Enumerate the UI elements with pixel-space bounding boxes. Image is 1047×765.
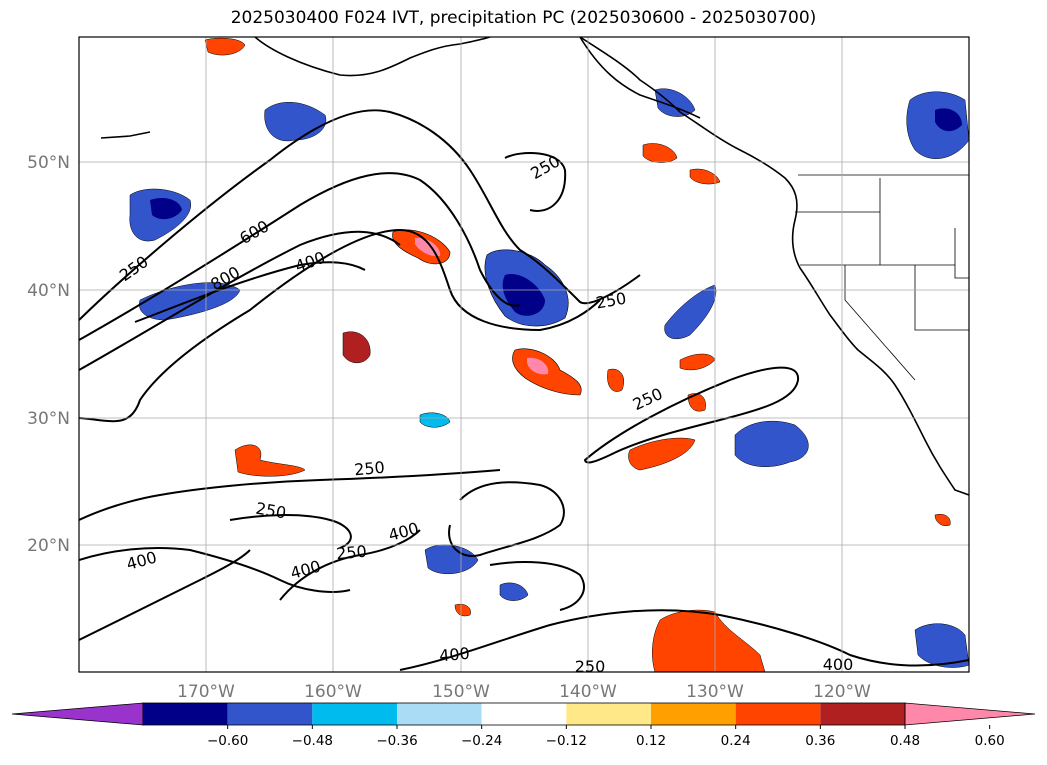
lon-tick-label: 170°W <box>177 682 235 702</box>
ivt-contour-800 <box>134 261 366 323</box>
ivt-contour-250 <box>79 109 641 321</box>
colorbar-tick-label: 0.60 <box>975 733 1005 749</box>
precip-neg-core <box>150 198 182 220</box>
lon-tick-label: 120°W <box>813 682 871 702</box>
ivt-contour-250 <box>79 469 501 521</box>
colorbar-tick-label: 0.36 <box>805 733 835 749</box>
ivt-contour-400 <box>448 481 565 557</box>
precip-neg-core <box>935 108 962 132</box>
colorbar-swatch <box>651 703 736 725</box>
ivt-contour-label: 250 <box>594 289 627 313</box>
ivt-contour-400 <box>489 561 585 611</box>
precip-neg-blob <box>734 420 809 467</box>
precip-neg-blob <box>419 412 451 428</box>
colorbar-tick-label: 0.12 <box>636 733 666 749</box>
colorbar-tick-label: −0.24 <box>461 733 502 749</box>
ivt-contour-label: 250 <box>254 499 287 523</box>
lon-tick-label: 140°W <box>559 682 617 702</box>
lat-tick-label: 20°N <box>27 536 70 556</box>
colorbar-tick-label: 0.48 <box>890 733 920 749</box>
precip-neg-blob <box>654 88 696 117</box>
graticule <box>79 37 969 672</box>
map-frame <box>78 36 970 673</box>
colorbar-tick-label: −0.36 <box>376 733 417 749</box>
lon-tick-label: 130°W <box>686 682 744 702</box>
precip-pos-blob <box>607 368 624 392</box>
ivt-contour-label: 250 <box>335 542 367 564</box>
ivt-contour-400 <box>79 549 251 641</box>
ivt-contour-label: 400 <box>823 655 854 674</box>
ivt-contour-label: 400 <box>438 644 470 666</box>
precip-pos-blob <box>934 514 951 526</box>
precip-pos-blob <box>204 37 246 56</box>
colorbar-swatch <box>312 703 397 725</box>
ivt-contour-250 <box>229 514 352 549</box>
ivt-contour-label: 250 <box>527 151 563 183</box>
precip-pos-blob <box>454 604 471 617</box>
chart-title: 2025030400 F024 IVT, precipitation PC (2… <box>230 8 817 28</box>
ivt-contour-label: 250 <box>630 384 666 414</box>
colorbar-tick-label: −0.60 <box>207 733 248 749</box>
ivt-contour-400 <box>279 529 421 601</box>
precip-pos-blob <box>679 353 716 371</box>
precip-pos-blob <box>628 437 696 471</box>
lat-tick-label: 30°N <box>27 409 70 429</box>
colorbar-tick-label: −0.12 <box>546 733 587 749</box>
precip-pos-blob <box>234 444 306 477</box>
colorbar-tick-label: 0.24 <box>721 733 751 749</box>
ivt-contour-label: 400 <box>386 519 420 545</box>
colorbar-swatch <box>227 703 313 725</box>
precip-pos-blob <box>642 143 678 163</box>
colorbar-tick-label: −0.48 <box>292 733 333 749</box>
ivt-contour-label: 400 <box>293 248 328 276</box>
lat-tick-label: 40°N <box>27 281 70 301</box>
colorbar-extend-high <box>904 702 1036 726</box>
ivt-contour-label: 250 <box>575 657 606 676</box>
precip-neg-blob <box>664 284 717 340</box>
colorbar-swatch <box>143 703 228 725</box>
lat-tick-label: 50°N <box>27 153 70 173</box>
precip-pos-blob <box>652 609 766 672</box>
precip-neg-blob <box>424 544 479 575</box>
colorbar-swatch <box>566 703 651 725</box>
ivt-contour-label: 400 <box>288 557 322 583</box>
precip-neg-blob <box>264 101 327 142</box>
ivt-contour-label: 600 <box>236 216 272 248</box>
ivt-contour-400 <box>399 609 969 671</box>
ivt-contours <box>79 109 969 671</box>
ivt-contour-600 <box>79 230 401 371</box>
precip-pos-blob <box>342 331 371 364</box>
colorbar-swatch <box>481 703 567 725</box>
colorbar: −0.60 −0.48 −0.36 −0.24 −0.12 0.12 0.24 0.36 0.4… <box>11 702 1036 749</box>
colorbar-swatch <box>397 703 482 725</box>
ivt-contour-250 <box>504 152 567 212</box>
precip-pos-core <box>527 357 549 375</box>
lon-tick-label: 150°W <box>432 682 490 702</box>
colorbar-swatch <box>735 703 821 725</box>
precip-pos-blob <box>689 168 721 185</box>
coastline <box>100 37 969 496</box>
ivt-contour-250 <box>583 366 800 464</box>
state-borders <box>795 174 969 381</box>
ivt-contour-label: 250 <box>353 458 385 480</box>
axis-labels: 50°N 40°N 30°N 20°N 170°W 160°W 150°W 140°W 130°… <box>27 153 871 702</box>
lon-tick-label: 160°W <box>304 682 362 702</box>
ivt-contour-label: 400 <box>124 548 158 574</box>
precip-neg-blob <box>914 623 969 668</box>
precipitation-shading <box>129 37 969 672</box>
colorbar-swatch <box>820 703 905 725</box>
colorbar-extend-low <box>11 702 144 726</box>
precip-neg-blob <box>499 582 529 601</box>
ivt-contour-400 <box>79 172 521 341</box>
colorbar-frame <box>142 702 906 726</box>
